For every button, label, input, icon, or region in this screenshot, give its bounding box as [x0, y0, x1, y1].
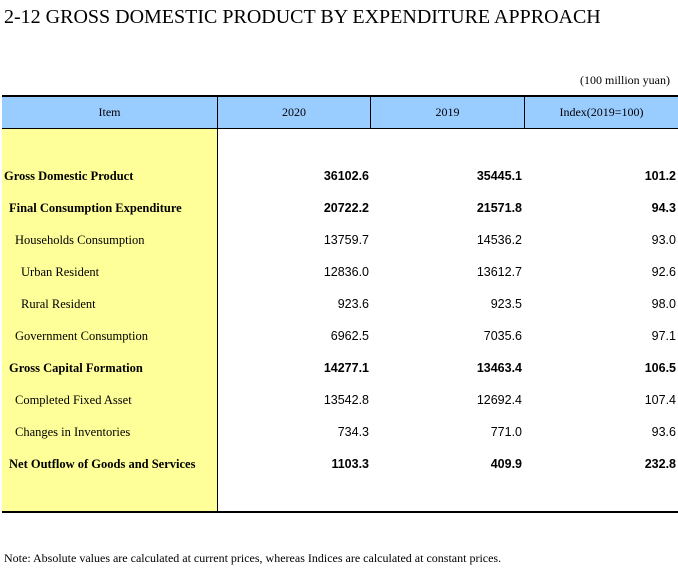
cell-2020: 734.3 [337, 425, 369, 439]
cell-2019: 7035.6 [483, 329, 522, 343]
item-column-background [2, 129, 218, 511]
gdp-table: Item 2020 2019 Index(2019=100) Gross Dom… [2, 95, 678, 513]
cell-index: 107.4 [644, 393, 676, 407]
row-item-label: Rural Resident [21, 297, 96, 311]
table-row: Net Outflow of Goods and Services 1103.3 4… [2, 448, 678, 480]
cell-2019: 12692.4 [476, 393, 522, 407]
row-item-label: Government Consumption [15, 329, 148, 343]
row-item-label: Gross Domestic Product [4, 169, 134, 183]
cell-2020: 14277.1 [323, 361, 369, 375]
row-item-label: Net Outflow of Goods and Services [9, 457, 196, 471]
row-item-label: Completed Fixed Asset [15, 393, 132, 407]
table-row: Households Consumption 13759.7 14536.2 93.0 [2, 224, 678, 256]
cell-2019: 21571.8 [476, 201, 522, 215]
cell-index: 93.6 [651, 425, 676, 439]
cell-2019: 13612.7 [476, 265, 522, 279]
cell-2020: 20722.2 [323, 201, 369, 215]
cell-2020: 36102.6 [323, 169, 369, 183]
cell-2020: 923.6 [337, 297, 369, 311]
cell-index: 106.5 [644, 361, 676, 375]
cell-2020: 13759.7 [323, 233, 369, 247]
table-row: Urban Resident 12836.0 13612.7 92.6 [2, 256, 678, 288]
cell-2019: 14536.2 [476, 233, 522, 247]
cell-2019: 13463.4 [476, 361, 522, 375]
header-2019: 2019 [435, 105, 460, 119]
row-item-label: Changes in Inventories [15, 425, 131, 439]
row-item-label: Households Consumption [15, 233, 145, 247]
footnote: Note: Absolute values are calculated at … [4, 551, 502, 565]
table-row: Final Consumption Expenditure 20722.2 2157… [2, 192, 678, 224]
page-title: 2-12 GROSS DOMESTIC PRODUCT BY EXPENDITU… [4, 6, 601, 28]
cell-2020: 12836.0 [323, 265, 369, 279]
header-divider [217, 97, 218, 128]
table-row: Rural Resident 923.6 923.5 98.0 [2, 288, 678, 320]
table-row: Gross Domestic Product 36102.6 35445.1 101.… [2, 160, 678, 192]
cell-2020: 13542.8 [323, 393, 369, 407]
table-row: Gross Capital Formation 14277.1 13463.4 106… [2, 352, 678, 384]
cell-index: 92.6 [651, 265, 676, 279]
header-index: Index(2019=100) [559, 105, 644, 119]
table-row: Completed Fixed Asset 13542.8 12692.4 107.4 [2, 384, 678, 416]
row-item-label: Gross Capital Formation [9, 361, 143, 375]
table-row: Government Consumption 6962.5 7035.6 97.1 [2, 320, 678, 352]
cell-2019: 35445.1 [476, 169, 522, 183]
table-row: Changes in Inventories 734.3 771.0 93.6 [2, 416, 678, 448]
cell-index: 93.0 [651, 233, 676, 247]
cell-2020: 1103.3 [331, 457, 369, 471]
cell-index: 101.2 [644, 169, 676, 183]
unit-label: (100 million yuan) [580, 73, 670, 87]
cell-2019: 923.5 [490, 297, 522, 311]
row-item-label: Final Consumption Expenditure [9, 201, 182, 215]
header-2020: 2020 [282, 105, 306, 119]
header-divider [524, 97, 525, 128]
header-item: Item [98, 105, 121, 119]
cell-2019: 409.9 [490, 457, 522, 471]
cell-index: 232.8 [644, 457, 676, 471]
header-divider [370, 97, 371, 128]
row-item-label: Urban Resident [21, 265, 100, 279]
cell-2020: 6962.5 [330, 329, 369, 343]
table-header: Item 2020 2019 Index(2019=100) [2, 97, 678, 129]
cell-2019: 771.0 [490, 425, 522, 439]
cell-index: 97.1 [651, 329, 676, 343]
cell-index: 94.3 [651, 201, 676, 215]
cell-index: 98.0 [651, 297, 676, 311]
